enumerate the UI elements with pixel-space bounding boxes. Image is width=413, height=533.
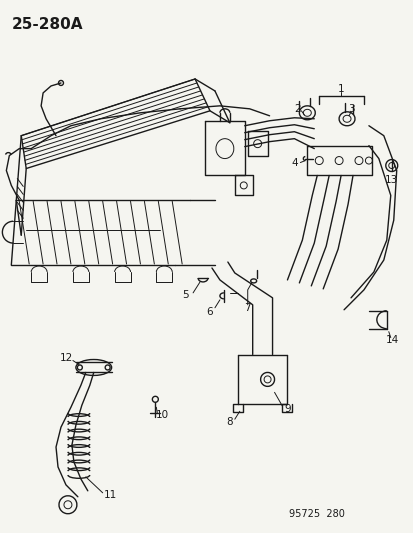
Text: 9: 9 xyxy=(283,404,290,414)
Text: 8: 8 xyxy=(226,417,233,427)
Text: 4: 4 xyxy=(290,158,297,167)
Text: 14: 14 xyxy=(385,335,399,345)
Text: 25-280A: 25-280A xyxy=(11,17,83,33)
Text: 2: 2 xyxy=(293,104,300,114)
Text: 5: 5 xyxy=(181,290,188,300)
Text: 13: 13 xyxy=(384,175,397,185)
Text: 7: 7 xyxy=(244,303,250,313)
Text: 95725  280: 95725 280 xyxy=(289,508,344,519)
Text: 6: 6 xyxy=(206,307,213,317)
Text: 10: 10 xyxy=(155,410,169,420)
Text: 1: 1 xyxy=(337,84,344,94)
Text: 11: 11 xyxy=(104,490,117,500)
Text: 3: 3 xyxy=(347,104,354,114)
Text: 12: 12 xyxy=(59,352,72,362)
